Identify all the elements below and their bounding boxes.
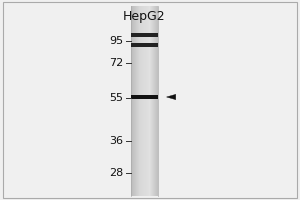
Bar <box>156 6 157 196</box>
Bar <box>157 6 158 196</box>
Polygon shape <box>167 94 176 100</box>
Bar <box>143 6 144 196</box>
Bar <box>132 6 133 196</box>
Bar <box>145 6 146 196</box>
Bar <box>140 6 141 196</box>
Bar <box>137 6 138 196</box>
Bar <box>150 6 151 196</box>
Bar <box>151 6 152 196</box>
Bar <box>147 6 148 196</box>
Bar <box>139 6 140 196</box>
Text: 72: 72 <box>109 58 123 68</box>
Text: HepG2: HepG2 <box>123 10 165 23</box>
Bar <box>148 6 149 196</box>
Bar <box>153 6 154 196</box>
Bar <box>130 32 158 37</box>
Bar <box>155 6 156 196</box>
Bar <box>130 95 158 99</box>
Text: 95: 95 <box>109 36 123 46</box>
Text: 36: 36 <box>109 136 123 146</box>
Bar <box>144 6 145 196</box>
Bar <box>130 6 131 196</box>
Bar <box>141 6 142 196</box>
Bar <box>142 6 143 196</box>
Bar <box>134 6 135 196</box>
Text: 55: 55 <box>109 93 123 103</box>
Bar <box>136 6 137 196</box>
Bar <box>149 6 150 196</box>
Bar <box>135 6 136 196</box>
Bar <box>133 6 134 196</box>
Bar <box>154 6 155 196</box>
Bar <box>131 6 132 196</box>
Bar <box>138 6 139 196</box>
Bar <box>146 6 147 196</box>
Bar <box>152 6 153 196</box>
Text: 28: 28 <box>109 168 123 178</box>
Bar <box>130 43 158 46</box>
